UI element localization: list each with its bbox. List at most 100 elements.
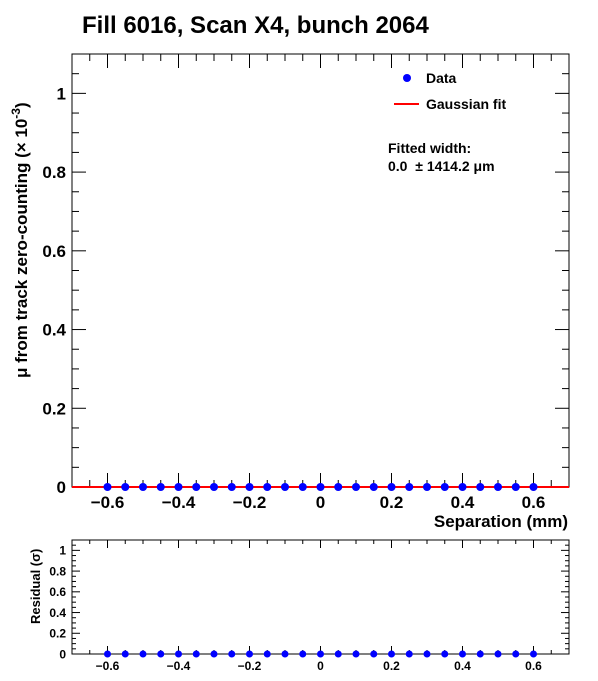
- data-point: [210, 650, 218, 658]
- data-point: [174, 483, 183, 491]
- data-point: [298, 483, 307, 491]
- data-point: [263, 483, 272, 491]
- y-axis-label-main: μ from track zero-counting (× 10: [12, 119, 31, 378]
- y-tick-label: 0.8: [49, 564, 66, 578]
- data-point: [316, 483, 325, 491]
- residual-plot-area: [71, 539, 570, 655]
- y-tick-label: 0.4: [42, 321, 66, 340]
- y-axis-label-exponent: -3: [9, 108, 23, 119]
- x-tick-label: 0.6: [522, 493, 546, 512]
- data-point: [103, 483, 112, 491]
- data-point: [156, 483, 165, 491]
- y-tick-label: 0.6: [42, 242, 66, 261]
- residual-y-axis: 0 0.2 0.4 0.6 0.8 1: [49, 539, 569, 661]
- data-point: [530, 650, 537, 658]
- x-tick-label: −0.6: [91, 493, 125, 512]
- x-tick-label: −0.2: [238, 659, 262, 673]
- x-tick-label: −0.6: [96, 659, 120, 673]
- y-axis-label-close: ): [12, 102, 31, 108]
- y-tick-label: 0.4: [49, 606, 66, 620]
- x-axis-label: Separation (mm): [434, 512, 568, 531]
- y-tick-label: 0.6: [49, 585, 66, 599]
- x-tick-label: 0.4: [454, 659, 471, 673]
- data-point: [423, 650, 431, 658]
- data-point: [370, 650, 378, 658]
- data-point: [459, 650, 466, 658]
- data-point: [104, 650, 111, 658]
- y-tick-label: 0: [57, 478, 66, 497]
- data-point: [458, 483, 467, 491]
- y-axis-label: μ from track zero-counting (× 10-3): [9, 102, 31, 378]
- data-point: [210, 483, 218, 491]
- y-tick-label: 1: [59, 544, 66, 558]
- residual-plot-frame: [71, 539, 570, 655]
- main-plot-area: [71, 53, 570, 488]
- y-tick-label: 0.8: [42, 163, 66, 182]
- data-point: [299, 650, 307, 658]
- x-tick-label: −0.4: [162, 493, 196, 512]
- x-tick-label: 0.4: [451, 493, 475, 512]
- data-point: [352, 483, 360, 491]
- data-point: [281, 483, 289, 491]
- residual-y-axis-label: Residual (σ): [28, 549, 43, 624]
- data-point: [228, 650, 236, 658]
- data-point: [246, 650, 253, 658]
- x-tick-label: 0.2: [380, 493, 404, 512]
- data-point: [334, 650, 342, 658]
- y-tick-label: 0.2: [42, 399, 66, 418]
- data-point: [529, 483, 538, 491]
- legend-data-label: Data: [426, 70, 457, 86]
- main-y-axis: 0 0.2 0.4 0.6 0.8 1: [42, 53, 569, 497]
- data-point: [440, 483, 449, 491]
- data-point: [388, 650, 395, 658]
- data-point: [405, 483, 414, 491]
- data-point: [476, 650, 484, 658]
- data-point: [121, 650, 129, 658]
- data-point: [227, 483, 236, 491]
- data-point: [476, 483, 485, 491]
- data-point: [192, 483, 201, 491]
- y-tick-label: 0: [59, 647, 66, 661]
- residual-points-layer: [104, 650, 537, 658]
- x-tick-label: 0: [316, 493, 325, 512]
- data-point: [334, 483, 343, 491]
- data-point: [405, 650, 413, 658]
- data-point: [369, 483, 378, 491]
- main-x-axis: −0.6 −0.4 −0.2 0 0.2 0.4 0.6: [71, 54, 570, 512]
- data-point: [281, 650, 289, 658]
- y-tick-label: 1: [57, 84, 66, 103]
- x-tick-label: 0.6: [525, 659, 542, 673]
- legend: Data Gaussian fit: [394, 70, 506, 112]
- x-tick-label: 0.2: [383, 659, 400, 673]
- data-point: [512, 650, 520, 658]
- data-point: [494, 483, 502, 491]
- fitted-width-title: Fitted width:: [388, 140, 471, 156]
- data-point: [157, 650, 165, 658]
- data-point: [192, 650, 200, 658]
- main-plot-frame: [71, 53, 570, 488]
- data-point: [121, 483, 130, 491]
- data-point: [511, 483, 520, 491]
- data-point: [245, 483, 254, 491]
- data-point: [263, 650, 271, 658]
- data-point: [139, 650, 147, 658]
- data-point: [441, 650, 449, 658]
- y-tick-label: 0.2: [49, 627, 66, 641]
- data-point: [317, 650, 324, 658]
- legend-fit-label: Gaussian fit: [426, 96, 506, 112]
- data-point: [494, 650, 502, 658]
- fitted-width-value: 0.0 ± 1414.2 μm: [388, 158, 495, 174]
- data-points-layer: [103, 483, 538, 491]
- data-point: [139, 483, 147, 491]
- data-point: [423, 483, 431, 491]
- x-tick-label: −0.2: [233, 493, 267, 512]
- legend-data-marker: [403, 74, 411, 82]
- data-point: [352, 650, 360, 658]
- data-point: [387, 483, 396, 491]
- chart-title: Fill 6016, Scan X4, bunch 2064: [82, 12, 429, 39]
- data-point: [175, 650, 182, 658]
- x-tick-label: 0: [317, 659, 324, 673]
- x-tick-label: −0.4: [167, 659, 191, 673]
